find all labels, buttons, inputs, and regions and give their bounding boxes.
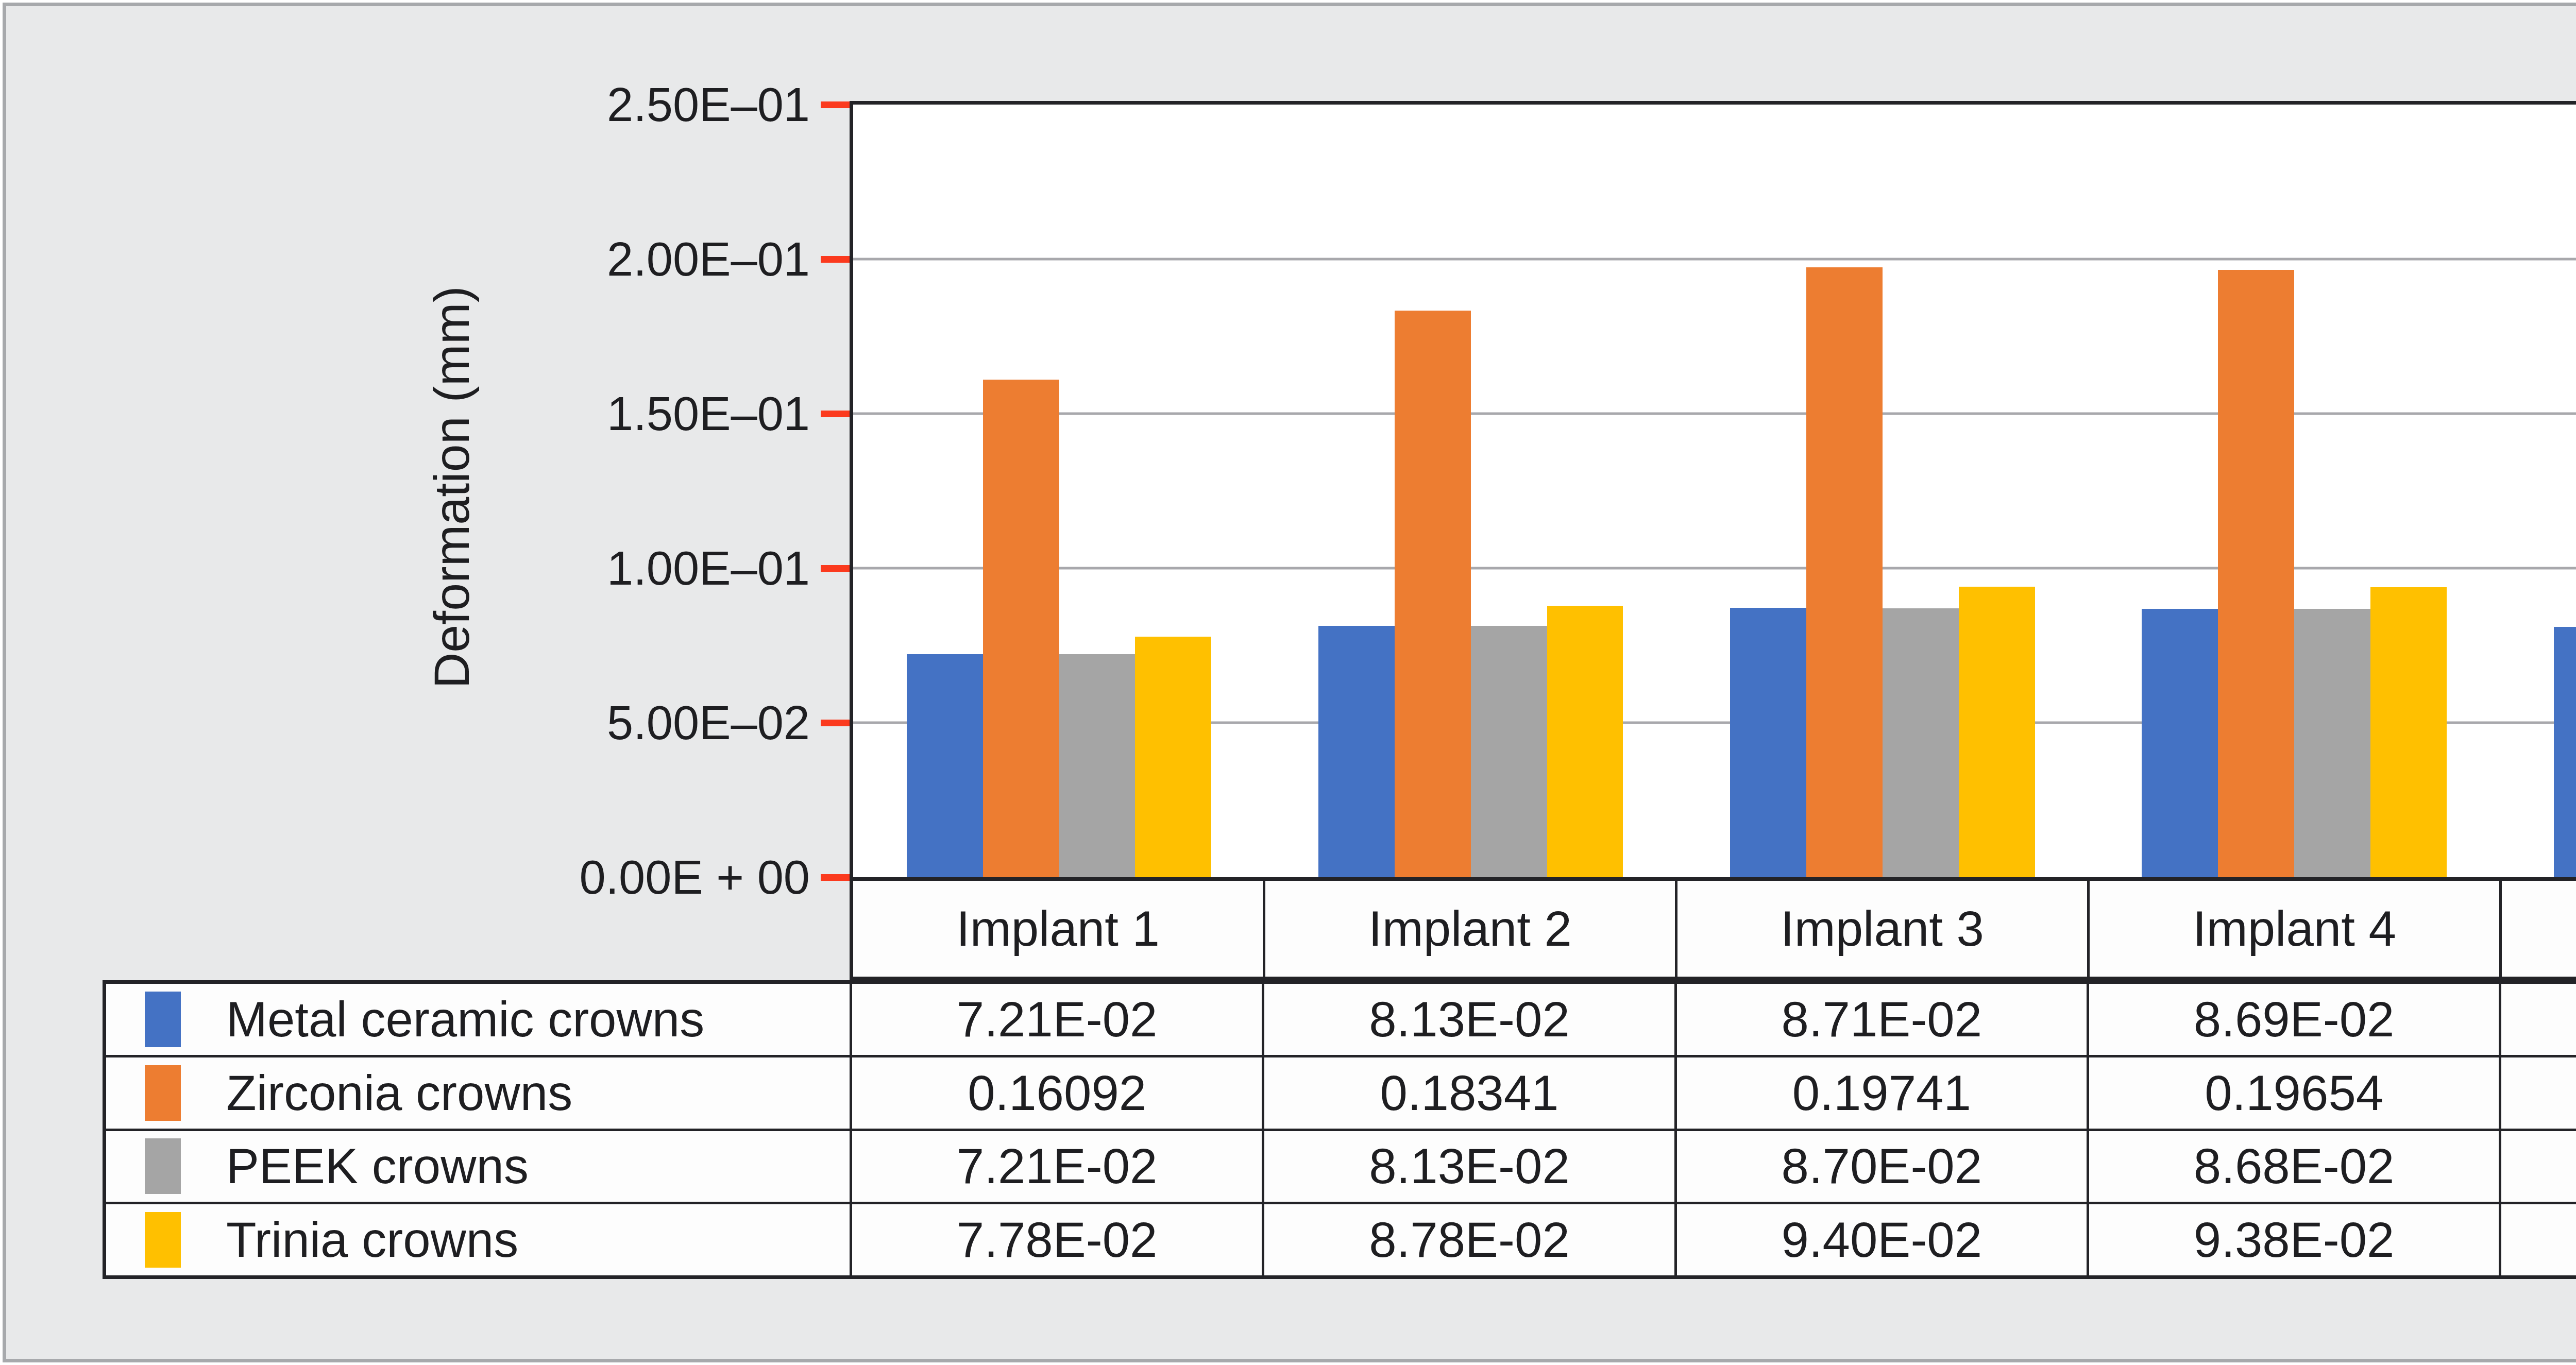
ytick-label-1: 5.00E–02: [295, 692, 810, 754]
ytick-mark-2: [821, 565, 850, 572]
ytick-mark-4: [821, 256, 850, 263]
ytick-label-5: 2.50E–01: [295, 74, 810, 135]
bar-group-implant-4: [2089, 105, 2500, 877]
value-trinia-crowns-implant-3: 9.40E-02: [1677, 1204, 2087, 1275]
category-header-implant-1: Implant 1: [853, 881, 1263, 977]
ytick-label-0: 0.00E + 00: [295, 846, 810, 908]
legend-label: Metal ceramic crowns: [226, 991, 704, 1048]
value-zirconia-crowns-implant-2: 0.18341: [1264, 1057, 1674, 1129]
bar-group-implant-2: [1265, 105, 1676, 877]
legend-swatch-metal-ceramic-crowns: [145, 992, 181, 1047]
legend-swatch-trinia-crowns: [145, 1212, 181, 1268]
value-trinia-crowns-implant-2: 8.78E-02: [1264, 1204, 1674, 1275]
category-header-row: Implant 1Implant 2Implant 3Implant 4Impl…: [850, 877, 2576, 980]
value-zirconia-crowns-implant-4: 0.19654: [2089, 1057, 2499, 1129]
value-metal-ceramic-crowns-implant-2: 8.13E-02: [1264, 984, 1674, 1055]
bar-zirconia-crowns-3: [1806, 267, 1883, 877]
bar-group-implant-3: [1676, 105, 2088, 877]
bar-peek-crowns-2: [1471, 626, 1547, 877]
data-table: Metal ceramic crowns7.21E-028.13E-028.71…: [103, 980, 2576, 1279]
bar-metal-ceramic-crowns-5: [2554, 627, 2576, 877]
bar-zirconia-crowns-1: [983, 380, 1059, 877]
bar-trinia-crowns-4: [2370, 587, 2447, 877]
bar-metal-ceramic-crowns-1: [907, 654, 983, 877]
bar-trinia-crowns-2: [1547, 606, 1623, 877]
bar-zirconia-crowns-4: [2218, 270, 2294, 877]
legend-label: PEEK crowns: [226, 1138, 529, 1195]
bar-metal-ceramic-crowns-2: [1318, 626, 1395, 877]
category-header-implant-5: Implant 5: [2502, 881, 2576, 977]
ytick-label-4: 2.00E–01: [295, 228, 810, 290]
bar-peek-crowns-4: [2294, 609, 2370, 877]
value-peek-crowns-implant-3: 8.70E-02: [1677, 1131, 2087, 1202]
legend-label: Zirconia crowns: [226, 1065, 572, 1121]
legend-cell-zirconia-crowns: Zirconia crowns: [106, 1057, 850, 1129]
bar-peek-crowns-1: [1059, 654, 1136, 877]
ytick-mark-1: [821, 720, 850, 726]
bar-group-implant-1: [853, 105, 1265, 877]
bar-peek-crowns-3: [1883, 608, 1959, 877]
ytick-mark-5: [821, 101, 850, 108]
bar-groups: [853, 105, 2576, 877]
ytick-mark-0: [821, 874, 850, 881]
bar-zirconia-crowns-2: [1395, 311, 1471, 877]
value-peek-crowns-implant-1: 7.21E-02: [852, 1131, 1262, 1202]
legend-cell-peek-crowns: PEEK crowns: [106, 1131, 850, 1202]
category-header-implant-4: Implant 4: [2090, 881, 2499, 977]
value-zirconia-crowns-implant-3: 0.19741: [1677, 1057, 2087, 1129]
value-zirconia-crowns-implant-5: 0.18215: [2501, 1057, 2576, 1129]
value-trinia-crowns-implant-1: 7.78E-02: [852, 1204, 1262, 1275]
y-axis-title: Deformation (mm): [423, 286, 481, 689]
bar-group-implant-5: [2500, 105, 2576, 877]
bar-metal-ceramic-crowns-4: [2142, 609, 2218, 877]
ytick-label-3: 1.50E–01: [295, 383, 810, 445]
value-peek-crowns-implant-4: 8.68E-02: [2089, 1131, 2499, 1202]
value-zirconia-crowns-implant-1: 0.16092: [852, 1057, 1262, 1129]
legend-swatch-peek-crowns: [145, 1138, 181, 1194]
value-metal-ceramic-crowns-implant-4: 8.69E-02: [2089, 984, 2499, 1055]
legend-cell-trinia-crowns: Trinia crowns: [106, 1204, 850, 1275]
value-metal-ceramic-crowns-implant-1: 7.21E-02: [852, 984, 1262, 1055]
value-trinia-crowns-implant-5: 8.75E-02: [2501, 1204, 2576, 1275]
ytick-label-2: 1.00E–01: [295, 537, 810, 599]
bar-metal-ceramic-crowns-3: [1730, 608, 1806, 877]
legend-label: Trinia crowns: [226, 1212, 518, 1268]
value-peek-crowns-implant-2: 8.13E-02: [1264, 1131, 1674, 1202]
ytick-mark-3: [821, 411, 850, 417]
legend-cell-metal-ceramic-crowns: Metal ceramic crowns: [106, 984, 850, 1055]
legend-swatch-zirconia-crowns: [145, 1065, 181, 1121]
plot-area: [850, 101, 2576, 881]
category-header-implant-2: Implant 2: [1265, 881, 1675, 977]
value-metal-ceramic-crowns-implant-3: 8.71E-02: [1677, 984, 2087, 1055]
figure-frame: Deformation (mm) 0.00E + 00 5.00E–02 1.00E…: [3, 3, 2576, 1362]
bar-trinia-crowns-3: [1959, 587, 2035, 877]
bar-trinia-crowns-1: [1135, 637, 1211, 877]
value-metal-ceramic-crowns-implant-5: 8.10E-02: [2501, 984, 2576, 1055]
value-trinia-crowns-implant-4: 9.38E-02: [2089, 1204, 2499, 1275]
category-header-implant-3: Implant 3: [1677, 881, 2087, 977]
value-peek-crowns-implant-5: 8.10E-02: [2501, 1131, 2576, 1202]
